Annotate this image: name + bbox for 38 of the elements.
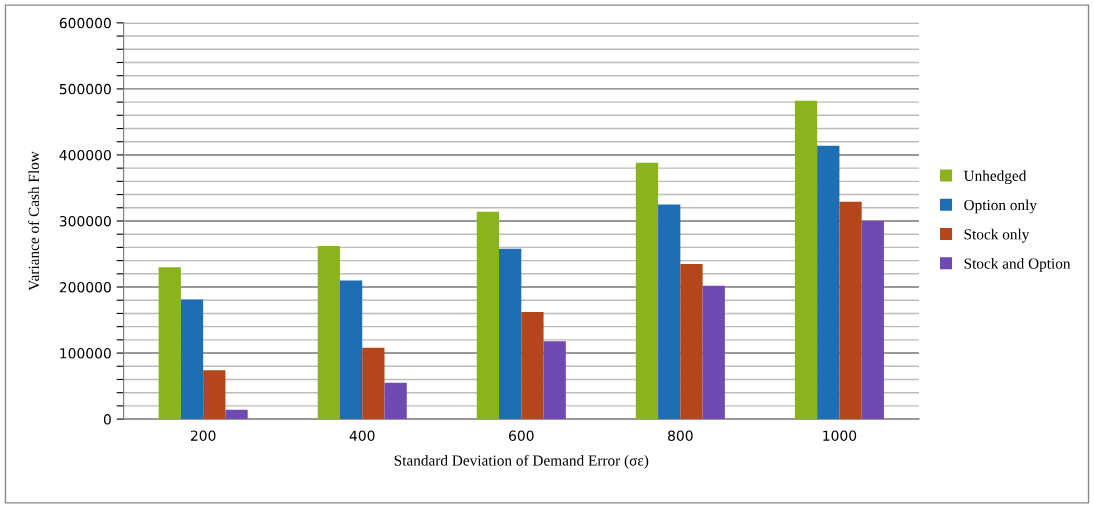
- bar: [203, 370, 226, 420]
- legend-label: Stock and Option: [964, 258, 1071, 272]
- x-tick-label: 400: [349, 430, 375, 441]
- y-tick-label: 300000: [59, 215, 111, 227]
- y-tick-label: 600000: [59, 17, 111, 29]
- bar: [521, 312, 544, 420]
- y-tick-label: 0: [103, 414, 111, 425]
- bar: [817, 145, 840, 420]
- bar: [476, 211, 500, 420]
- y-tick-label: 200000: [59, 281, 111, 293]
- x-tick-label: 200: [190, 430, 216, 441]
- bar: [839, 201, 862, 420]
- legend-label: Option only: [964, 199, 1037, 214]
- bar: [499, 248, 522, 420]
- bar: [861, 220, 884, 420]
- y-tick-label: 100000: [60, 348, 111, 359]
- bar: [362, 347, 385, 420]
- bar: [635, 162, 659, 420]
- x-tick-label: 600: [509, 430, 534, 441]
- bar: [794, 100, 818, 420]
- bar: [384, 382, 407, 420]
- y-axis-title: Variance of Cash Flow: [28, 151, 40, 291]
- bar: [702, 285, 725, 420]
- x-tick-label: 800: [668, 430, 693, 441]
- bar: [225, 409, 248, 420]
- y-tick-label: 500000: [59, 83, 111, 95]
- bar: [317, 246, 340, 420]
- legend-label: Stock only: [964, 228, 1030, 243]
- bar: [339, 280, 363, 420]
- x-axis-title: Standard Deviation of Demand Error (σε): [394, 454, 649, 469]
- bar: [180, 299, 204, 420]
- bar: [680, 263, 703, 420]
- y-tick-label: 400000: [59, 149, 111, 161]
- bar: [543, 341, 566, 420]
- bar: [658, 204, 681, 420]
- x-tick-label: 1000: [823, 430, 857, 441]
- legend-label: Unhedged: [963, 170, 1027, 185]
- bar: [158, 267, 181, 420]
